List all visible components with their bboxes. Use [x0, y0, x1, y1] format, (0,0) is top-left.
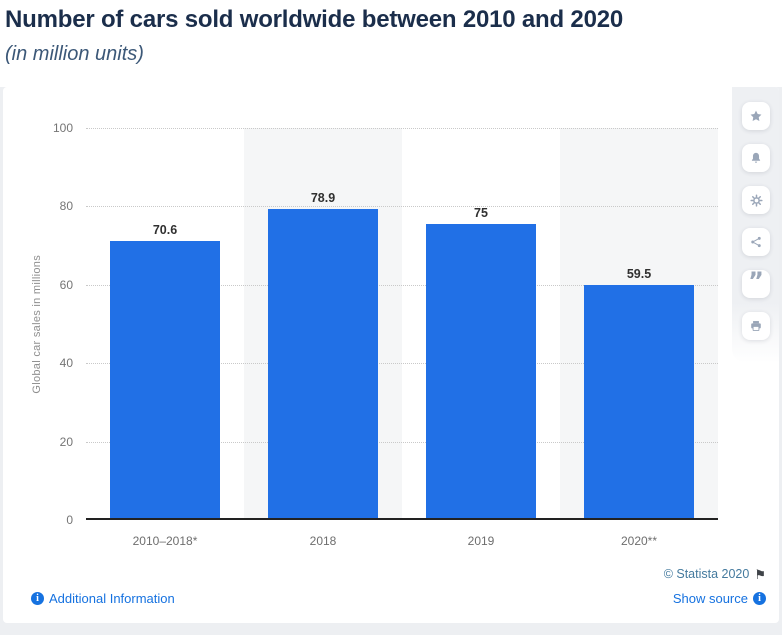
- chart-header: Number of cars sold worldwide between 20…: [0, 0, 782, 87]
- bar-value-label: 70.6: [152, 223, 178, 238]
- printer-button[interactable]: [742, 312, 770, 340]
- page-subtitle: (in million units): [5, 43, 144, 65]
- share-button[interactable]: [742, 228, 770, 256]
- quote-button[interactable]: ”: [742, 267, 770, 298]
- x-tick-label: 2019: [467, 534, 495, 548]
- bell-button[interactable]: [742, 144, 770, 172]
- x-tick-label: 2020**: [620, 534, 658, 548]
- show-source-link[interactable]: Show source i: [673, 591, 766, 606]
- bar-2019[interactable]: [426, 224, 536, 518]
- y-tick-label: 20: [59, 434, 73, 449]
- toolbar: ”: [732, 87, 779, 363]
- page-background: ” Global car sales in millions 0 20 40 60 80…: [0, 87, 782, 635]
- page-title: Number of cars sold worldwide between 20…: [5, 6, 624, 33]
- copyright-text: © Statista 2020: [663, 567, 750, 581]
- bar-value-label: 59.5: [626, 266, 652, 281]
- grid-line: [86, 128, 718, 129]
- bar-2018[interactable]: [268, 208, 378, 518]
- flag-icon: ⚑: [754, 566, 766, 582]
- chart-card: ” Global car sales in millions 0 20 40 60 80…: [3, 87, 779, 623]
- y-tick-label: 0: [66, 513, 73, 527]
- printer-icon: [749, 319, 763, 333]
- x-tick-label: 2018: [309, 534, 337, 548]
- y-axis-title-box: Global car sales in millions: [29, 128, 45, 520]
- star-button[interactable]: [742, 102, 770, 130]
- bell-icon: [749, 151, 763, 165]
- grid-line: [86, 441, 718, 443]
- bar-value-label: 75: [474, 206, 488, 220]
- additional-information-label: Additional Information: [49, 591, 175, 606]
- bar-2010–2018*[interactable]: [110, 241, 220, 518]
- grid-line: [86, 284, 718, 286]
- share-icon: [749, 235, 763, 249]
- grid-line: [86, 206, 718, 208]
- show-source-label: Show source: [672, 591, 748, 606]
- bar-2020**[interactable]: [584, 284, 694, 518]
- quote-icon: ”: [748, 267, 764, 295]
- y-tick-label: 80: [59, 199, 73, 214]
- info-icon: i: [31, 592, 44, 605]
- grid-line: [86, 363, 718, 365]
- footer-links: i Additional Information Show source i: [31, 591, 766, 606]
- star-icon: [749, 109, 763, 123]
- statista-copyright-link[interactable]: © Statista 2020 ⚑: [664, 567, 766, 581]
- additional-information-link[interactable]: i Additional Information: [31, 591, 175, 606]
- x-axis: 2010–2018* 2018 2019 2020**: [86, 534, 718, 548]
- y-tick-label: 100: [52, 121, 73, 135]
- gear-button[interactable]: [742, 186, 770, 214]
- y-tick-label: 60: [59, 277, 73, 292]
- bar-value-label: 78.9: [310, 190, 336, 205]
- x-tick-label: 2010–2018*: [132, 534, 198, 548]
- y-tick-label: 40: [59, 356, 73, 371]
- y-axis-title: Global car sales in millions: [31, 254, 43, 394]
- info-icon: i: [753, 592, 766, 605]
- plot-area: 70.6 78.9 75 59.5: [86, 128, 718, 520]
- gear-icon: [749, 193, 764, 208]
